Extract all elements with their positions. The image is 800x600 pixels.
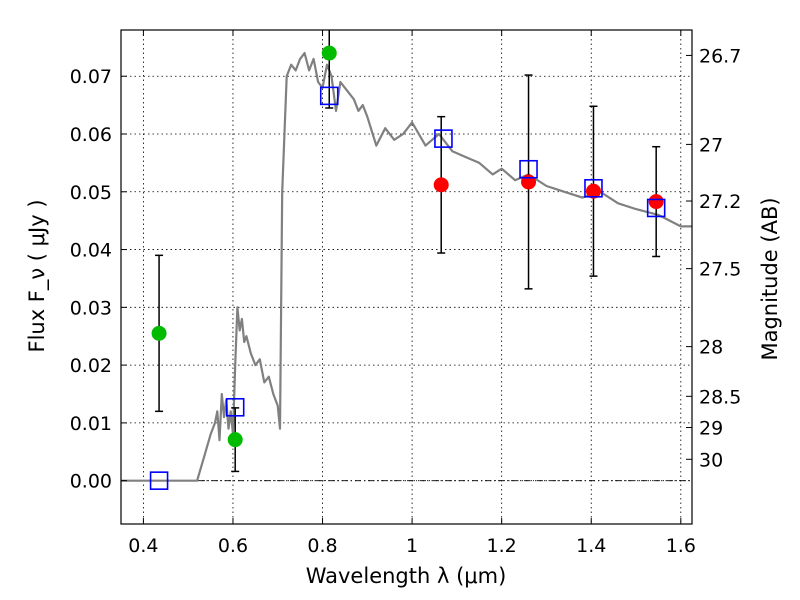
data-point-circle (321, 45, 337, 61)
y-tick-label: 0.00 (70, 471, 112, 493)
x-axis-title: Wavelength λ (μm) (306, 564, 507, 588)
data-point-circle (648, 194, 664, 210)
data-point-circle (227, 432, 243, 448)
data-point-circle (433, 177, 449, 193)
data-point-circle (151, 325, 167, 341)
right-tick-label: 29 (699, 418, 723, 440)
tick-labels: 0.4 0.6 0.8 1 1.2 1.4 1.6 0.00 0.01 0.02 0.03 0.04 0… (70, 45, 742, 557)
x-tick-label: 0.6 (218, 535, 248, 557)
x-tick-label: 1.2 (487, 535, 517, 557)
y-tick-label: 0.01 (70, 413, 112, 435)
data-point-square (225, 397, 245, 417)
right-tick-label: 27.5 (699, 259, 741, 281)
y-axis-title: Flux F_ν ( μJy ) (25, 199, 50, 352)
x-tick-label: 0.8 (307, 535, 337, 557)
data-point-square (434, 129, 453, 148)
right-tick-label: 27.2 (699, 191, 741, 213)
y-tick-label: 0.04 (70, 240, 112, 262)
axis-ticks (121, 30, 692, 524)
data-markers (149, 45, 666, 490)
right-tick-label: 27 (699, 134, 723, 156)
data-point-square (319, 86, 339, 106)
x-tick-label: 1 (406, 535, 418, 557)
x-tick-label: 0.4 (128, 535, 158, 557)
y-tick-label: 0.07 (70, 66, 112, 88)
plot-frame (120, 29, 693, 525)
error-bars (155, 30, 661, 473)
model-spectrum (121, 51, 692, 482)
data-point-circle (585, 183, 601, 199)
spectrum-line (121, 51, 692, 482)
x-tick-label: 1.6 (666, 535, 696, 557)
x-tick-label: 1.4 (576, 535, 606, 557)
right-tick-label: 28.5 (699, 386, 741, 408)
y-tick-label: 0.02 (70, 355, 112, 377)
right-axis-title: Magnitude (AB) (758, 197, 782, 360)
y-tick-label: 0.05 (70, 182, 112, 204)
data-point-square (149, 471, 169, 490)
y-tick-label: 0.06 (70, 124, 112, 146)
data-point-square (584, 179, 603, 198)
data-point-square (519, 159, 538, 179)
right-tick-label: 26.7 (699, 45, 741, 67)
right-tick-label: 28 (699, 337, 723, 359)
right-tick-label: 30 (699, 449, 723, 471)
data-point-square (646, 198, 666, 218)
y-tick-label: 0.03 (70, 297, 112, 319)
